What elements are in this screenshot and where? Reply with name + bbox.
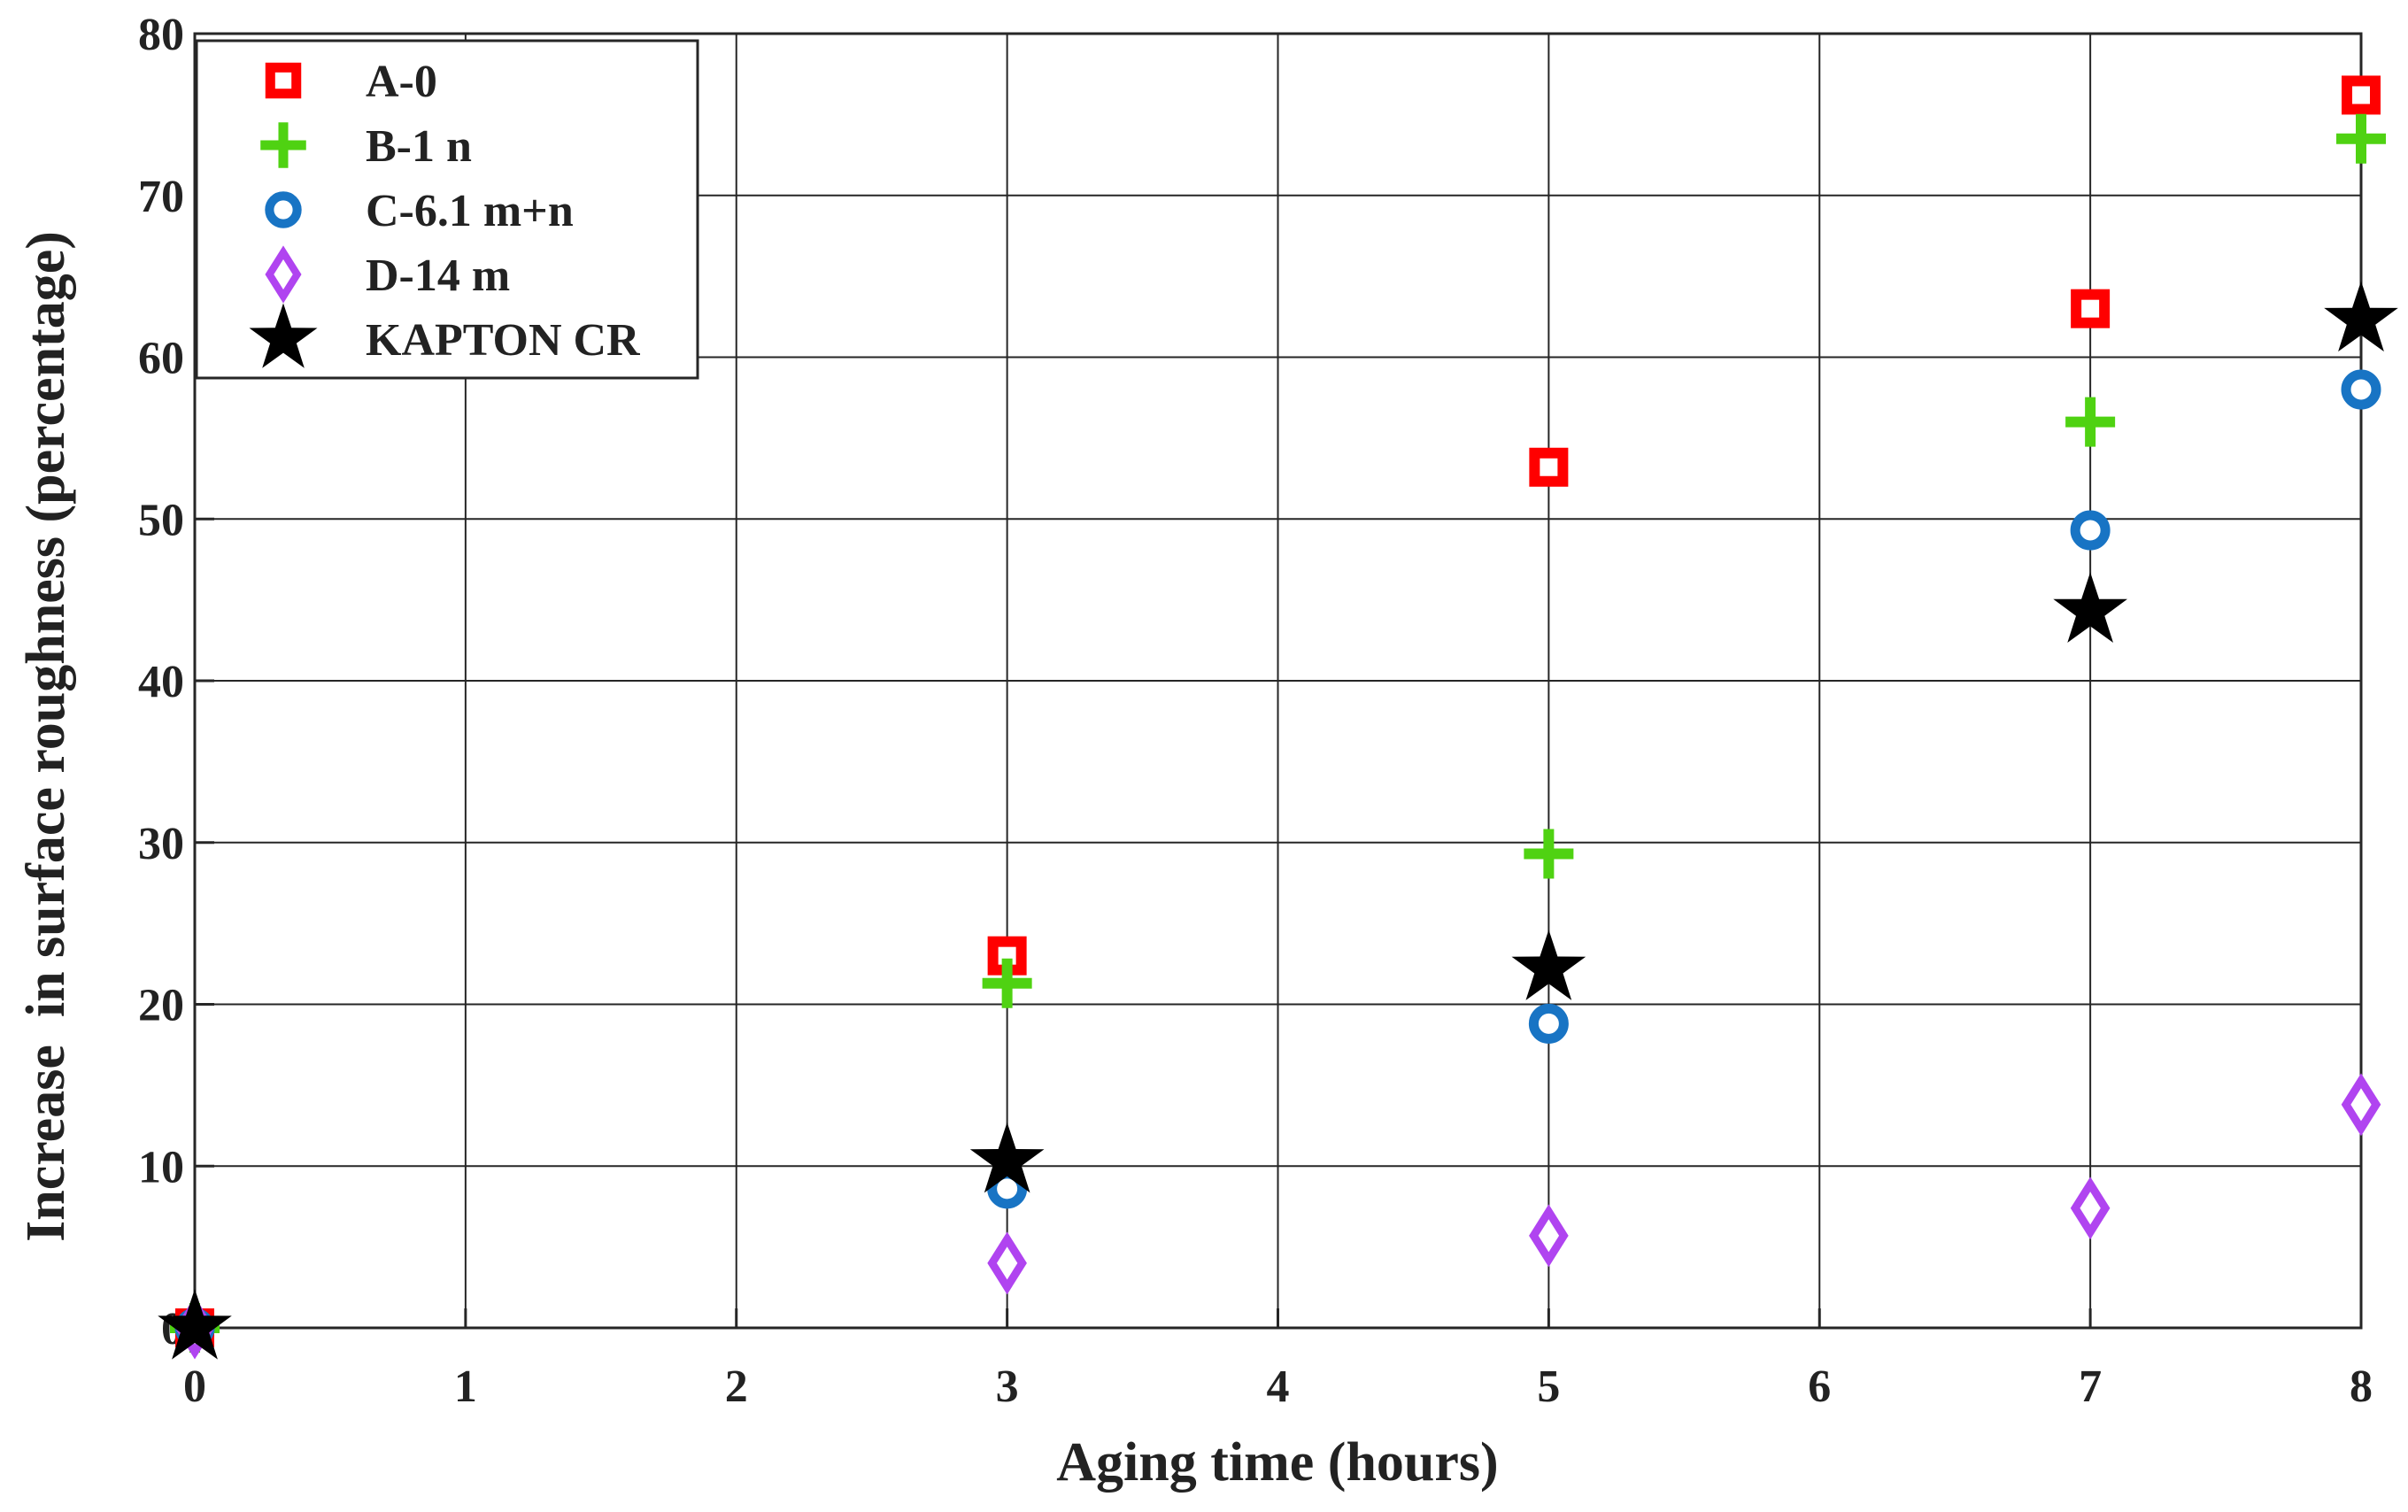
series-kapton-cr: [158, 281, 2398, 1360]
legend-marker: [260, 122, 306, 168]
data-point: [2341, 369, 2381, 410]
data-point: [2342, 75, 2381, 115]
data-point: [2070, 510, 2111, 551]
x-tick-label: 4: [1267, 1362, 1290, 1412]
x-tick-label: 1: [454, 1362, 477, 1412]
legend-label: A-0: [366, 57, 437, 107]
x-tick-label: 3: [996, 1362, 1019, 1412]
y-tick-label: 80: [138, 10, 184, 60]
gridlines: [195, 34, 2361, 1328]
x-axis-title: Aging time (hours): [1056, 1432, 1498, 1493]
data-point: [2324, 281, 2398, 352]
legend-marker: [265, 245, 302, 304]
legend-label: D-14 m: [366, 251, 510, 301]
legend-marker: [265, 62, 302, 99]
data-point: [1529, 1204, 1569, 1268]
data-point: [2071, 289, 2111, 328]
data-point: [1524, 829, 1574, 879]
data-point: [2341, 1073, 2381, 1137]
legend-marker: [249, 303, 318, 368]
x-tick-label: 8: [2350, 1362, 2373, 1412]
y-tick-label: 40: [138, 657, 184, 707]
x-tick-label: 0: [183, 1362, 206, 1412]
legend-label: C-6.1 m+n: [366, 186, 574, 236]
data-point: [2336, 113, 2386, 164]
data-point: [2065, 397, 2116, 447]
legend-label: KAPTON CR: [366, 315, 641, 366]
plot-frame: [193, 32, 2363, 1330]
x-tick-label: 6: [1808, 1362, 1831, 1412]
data-point: [1528, 1003, 1569, 1044]
y-tick-label: 60: [138, 334, 184, 384]
data-point: [982, 958, 1032, 1008]
y-tick-label: 50: [138, 495, 184, 545]
x-tick-label: 2: [725, 1362, 748, 1412]
data-point: [987, 1231, 1027, 1295]
data-point: [1511, 930, 1586, 1000]
data-point: [158, 1289, 232, 1360]
y-tick-label: 70: [138, 172, 184, 222]
y-tick-label: 20: [138, 981, 184, 1031]
data-point: [1529, 447, 1569, 487]
data-point: [2070, 1176, 2111, 1240]
y-tick-label: 30: [138, 819, 184, 869]
y-tick-label: 10: [138, 1142, 184, 1192]
legend-label: B-1 n: [366, 121, 472, 172]
data-points: [158, 75, 2398, 1360]
data-point: [2053, 572, 2127, 643]
data-point: [969, 1122, 1045, 1193]
y-axis-title: Increase in surface roughness (percentag…: [16, 231, 76, 1242]
x-tick-label: 7: [2079, 1362, 2102, 1412]
x-tick-label: 5: [1537, 1362, 1560, 1412]
legend-marker: [265, 191, 302, 228]
legend: A-0 B-1 n C-6.1 m+n D-14 m KAPTON CR: [195, 39, 699, 380]
